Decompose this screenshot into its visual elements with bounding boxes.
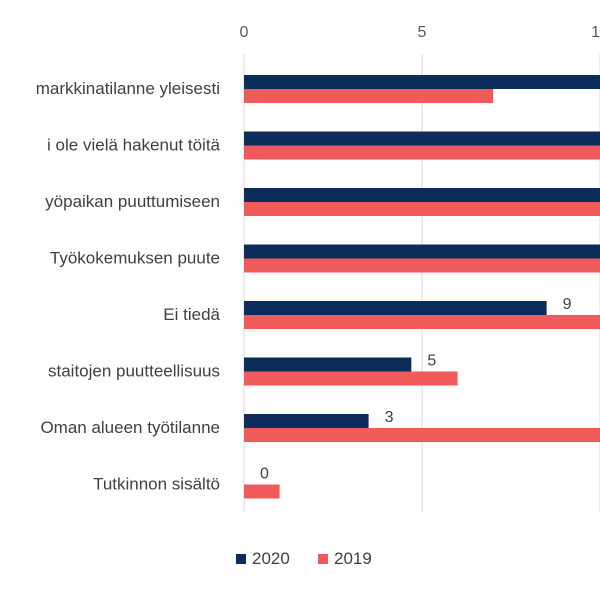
bar-2019-3 xyxy=(244,258,600,273)
bar-2019-4 xyxy=(244,315,600,329)
data-label-2020: 9 xyxy=(563,296,572,313)
x-tick-label: 5 xyxy=(418,24,427,41)
legend-label: 2020 xyxy=(252,549,290,568)
category-label: i ole vielä hakenut töitä xyxy=(47,136,220,155)
legend-swatch-2020 xyxy=(236,554,246,564)
bar-2019-1 xyxy=(244,145,600,160)
data-label-2020: 0 xyxy=(260,466,269,483)
bar-2020-1 xyxy=(244,131,600,146)
bar-2019-5 xyxy=(244,371,458,386)
category-label: Ei tiedä xyxy=(163,305,220,324)
category-label: markkinatilanne yleisesti xyxy=(36,79,220,98)
legend-swatch-2019 xyxy=(318,554,328,564)
legend-label: 2019 xyxy=(334,549,372,568)
bar-2020-5 xyxy=(244,357,412,372)
bar-2019-7 xyxy=(244,484,280,499)
bar-2019-0 xyxy=(244,89,494,103)
category-label: Oman alueen työtilanne xyxy=(40,418,220,437)
bar-2020-3 xyxy=(244,244,600,259)
data-label-2020: 5 xyxy=(427,353,436,370)
bar-2020-0 xyxy=(244,75,600,89)
x-tick-label: 10 xyxy=(591,24,600,41)
bar-2020-2 xyxy=(244,188,600,202)
category-label: Tutkinnon sisältö xyxy=(93,475,220,494)
bar-2020-6 xyxy=(244,414,369,428)
x-tick-label: 0 xyxy=(240,24,249,41)
bar-2019-6 xyxy=(244,428,600,442)
category-label: Työkokemuksen puute xyxy=(50,249,220,268)
category-label: yöpaikan puuttumiseen xyxy=(45,192,220,211)
bar-2019-2 xyxy=(244,202,600,216)
data-label-2020: 3 xyxy=(385,409,394,426)
category-label: staitojen puutteellisuus xyxy=(48,362,220,381)
bar-2020-4 xyxy=(244,301,547,315)
